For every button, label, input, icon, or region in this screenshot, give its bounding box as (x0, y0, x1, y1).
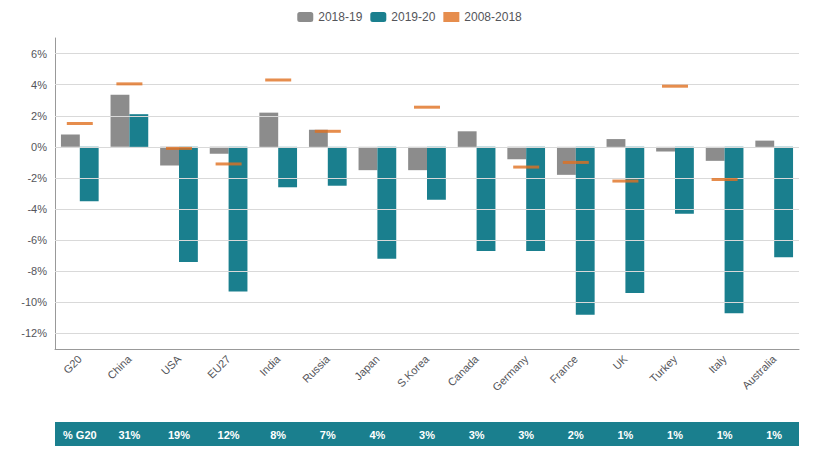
svg-text:-8%: -8% (27, 265, 47, 277)
svg-text:-4%: -4% (27, 203, 47, 215)
svg-text:UK: UK (610, 352, 630, 372)
svg-text:USA: USA (159, 352, 184, 377)
svg-text:EU27: EU27 (205, 353, 233, 381)
svg-text:Turkey: Turkey (647, 352, 679, 384)
svg-text:2008-2018: 2008-2018 (464, 10, 522, 24)
svg-text:3%: 3% (419, 429, 435, 441)
svg-text:6%: 6% (31, 48, 47, 60)
svg-text:-10%: -10% (21, 296, 47, 308)
svg-text:31%: 31% (118, 429, 140, 441)
svg-text:12%: 12% (218, 429, 240, 441)
svg-text:4%: 4% (31, 79, 47, 91)
svg-text:1%: 1% (667, 429, 683, 441)
svg-text:G20: G20 (61, 353, 84, 376)
svg-text:-12%: -12% (21, 327, 47, 339)
svg-text:S.Korea: S.Korea (395, 352, 432, 389)
svg-text:1%: 1% (717, 429, 733, 441)
svg-text:% G20: % G20 (63, 429, 97, 441)
svg-text:8%: 8% (270, 429, 286, 441)
svg-text:-2%: -2% (27, 172, 47, 184)
svg-text:2019-20: 2019-20 (391, 10, 435, 24)
svg-text:Australia: Australia (740, 352, 779, 391)
svg-text:2%: 2% (31, 110, 47, 122)
svg-text:4%: 4% (369, 429, 385, 441)
svg-text:India: India (257, 352, 283, 378)
svg-text:Italy: Italy (706, 352, 729, 375)
svg-text:2%: 2% (568, 429, 584, 441)
svg-text:China: China (105, 352, 134, 381)
svg-text:Canada: Canada (445, 352, 481, 388)
svg-text:3%: 3% (469, 429, 485, 441)
svg-text:Japan: Japan (352, 353, 382, 383)
svg-text:1%: 1% (766, 429, 782, 441)
svg-text:7%: 7% (320, 429, 336, 441)
svg-text:France: France (547, 353, 580, 386)
svg-text:0%: 0% (31, 141, 47, 153)
svg-text:Germany: Germany (490, 352, 531, 393)
svg-text:2018-19: 2018-19 (318, 10, 362, 24)
svg-text:-6%: -6% (27, 234, 47, 246)
svg-text:1%: 1% (617, 429, 633, 441)
svg-text:19%: 19% (168, 429, 190, 441)
svg-text:Russia: Russia (300, 352, 333, 385)
svg-text:3%: 3% (518, 429, 534, 441)
